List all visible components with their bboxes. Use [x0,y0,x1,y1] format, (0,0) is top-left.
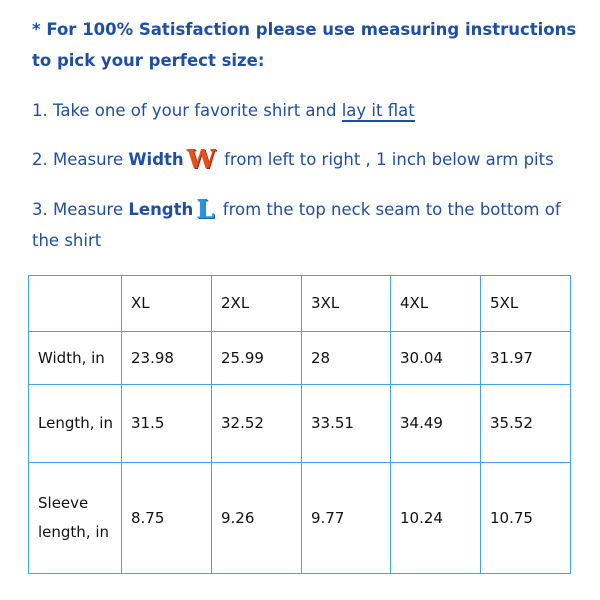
length-label: Length [128,200,194,219]
step-3-prefix: 3. Measure [32,200,129,219]
width-label: Width [128,150,184,169]
step-2: 2. Measure Width W from left to right , 1… [32,144,577,175]
step-1: 1. Take one of your favorite shirt and l… [32,95,577,126]
step-2-prefix: 2. Measure [32,150,129,169]
header-cell: XL [121,275,212,332]
size-chart-table: XL 2XL 3XL 4XL 5XL Width, in 23.98 25.99… [28,275,571,574]
table-row: Sleeve length, in 8.75 9.26 9.77 10.24 1… [28,462,571,574]
table-cell: 35.52 [480,384,571,463]
table-cell: 25.99 [211,331,302,385]
table-cell: 32.52 [211,384,302,463]
table-cell: 10.75 [480,462,571,574]
table-cell: 23.98 [121,331,212,385]
table-cell: 9.26 [211,462,302,574]
intro-heading: * For 100% Satisfaction please use measu… [32,20,577,70]
table-row: Width, in 23.98 25.99 28 30.04 31.97 [28,331,571,385]
lay-it-flat-link[interactable]: lay it flat [341,101,415,122]
table-cell: 9.77 [301,462,391,574]
table-cell: 31.5 [121,384,212,463]
row-label: Sleeve length, in [28,462,122,574]
table-cell: 10.24 [390,462,481,574]
header-cell: 2XL [211,275,302,332]
table-cell: 34.49 [390,384,481,463]
width-w-icon: W [186,145,216,175]
table-cell: 33.51 [301,384,391,463]
row-label: Length, in [28,384,122,463]
length-l-icon: L [196,195,215,225]
table-cell: 28 [301,331,391,385]
header-cell [28,275,122,332]
table-cell: 31.97 [480,331,571,385]
step-2-suffix: from left to right , 1 inch below arm pi… [218,150,554,169]
step-3-suffix: from the top neck seam to the bottom of … [32,200,561,250]
header-cell: 5XL [480,275,571,332]
header-cell: 3XL [301,275,391,332]
table-cell: 8.75 [121,462,212,574]
table-cell: 30.04 [390,331,481,385]
table-row: Length, in 31.5 32.52 33.51 34.49 35.52 [28,384,571,463]
step-3: 3. Measure Length L from the top neck sea… [32,194,577,256]
row-label: Width, in [28,331,122,385]
table-header-row: XL 2XL 3XL 4XL 5XL [28,275,571,332]
header-cell: 4XL [390,275,481,332]
step-1-text: 1. Take one of your favorite shirt and [32,101,342,120]
